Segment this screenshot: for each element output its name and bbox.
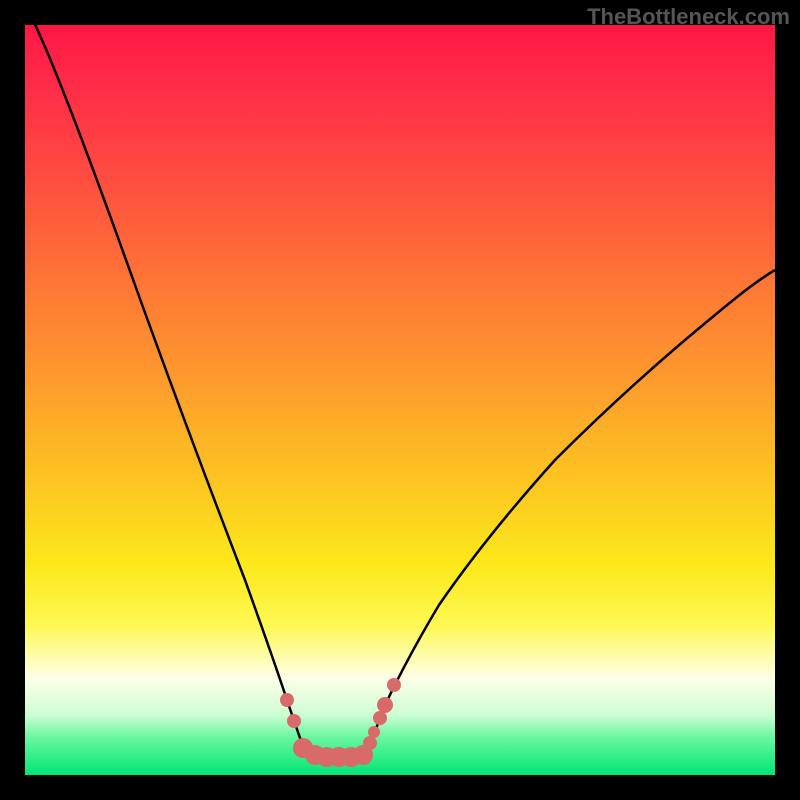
marker-dot (368, 726, 380, 738)
marker-dot (280, 693, 294, 707)
marker-dot (377, 697, 393, 713)
marker-dot (373, 711, 387, 725)
curve-right-branch (368, 270, 775, 755)
marker-dot (363, 736, 377, 750)
curve-overlay (25, 25, 775, 775)
marker-dot (387, 678, 401, 692)
watermark-text: TheBottleneck.com (587, 4, 790, 30)
marker-dot (287, 714, 301, 728)
marker-group (280, 678, 401, 767)
chart-frame: TheBottleneck.com (0, 0, 800, 800)
curve-left-branch (25, 25, 306, 755)
